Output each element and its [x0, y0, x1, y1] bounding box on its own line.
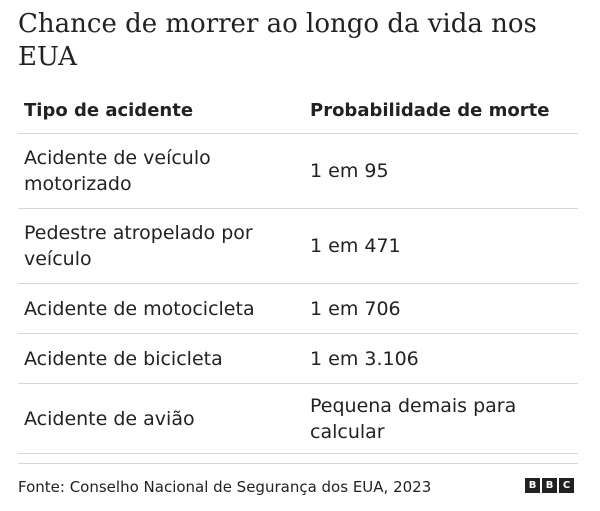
bbc-logo-block-b2: B — [542, 478, 557, 493]
table-cell-accident-type: Acidente de bicicleta — [24, 347, 223, 370]
table-cell-accident-type: Acidente de motocicleta — [24, 297, 255, 320]
table-row: Pedestre atropelado por veículo 1 em 471 — [18, 209, 578, 284]
table-cell-probability: 1 em 3.106 — [310, 347, 419, 370]
table-cell-probability: 1 em 706 — [310, 297, 401, 320]
column-header-accident-type: Tipo de acidente — [24, 100, 194, 121]
source-note: Fonte: Conselho Nacional de Segurança do… — [18, 478, 432, 496]
table-row: Acidente de veículo motorizado 1 em 95 — [18, 134, 578, 209]
table-header-row: Tipo de acidente Probabilidade de morte — [18, 88, 578, 134]
column-header-probability: Probabilidade de morte — [310, 100, 550, 121]
table-row: Acidente de bicicleta 1 em 3.106 — [18, 334, 578, 384]
table-cell-probability: 1 em 95 — [310, 160, 389, 182]
bbc-logo-block-b1: B — [525, 478, 540, 493]
table-cell-probability: 1 em 471 — [310, 235, 401, 257]
data-table: Tipo de acidente Probabilidade de morte … — [18, 88, 578, 454]
table-cell-accident-type: Acidente de avião — [24, 407, 195, 430]
bbc-logo-block-c: C — [559, 478, 574, 493]
table-row: Acidente de motocicleta 1 em 706 — [18, 284, 578, 334]
chart-title: Chance de morrer ao longo da vida nos EU… — [18, 9, 537, 72]
table-cell-probability: Pequena demais para calcular — [310, 394, 517, 443]
table-cell-accident-type: Acidente de veículo motorizado — [24, 147, 211, 195]
table-row: Acidente de avião Pequena demais para ca… — [18, 384, 578, 454]
table-cell-accident-type: Pedestre atropelado por veículo — [24, 222, 253, 270]
bbc-logo: B B C — [525, 478, 574, 493]
footer-divider — [18, 463, 578, 464]
